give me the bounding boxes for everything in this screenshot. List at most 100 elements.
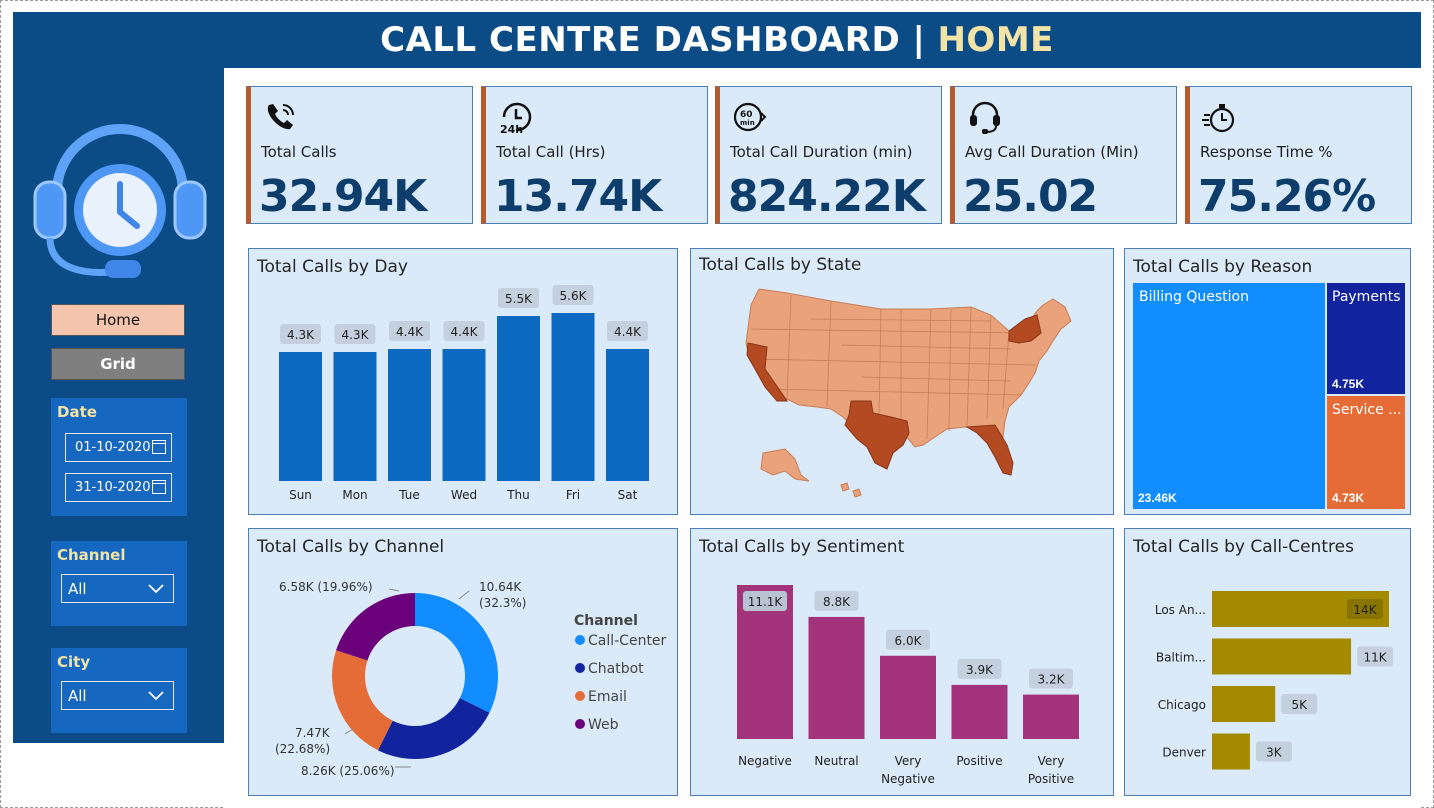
slice-chatbot[interactable] <box>377 698 490 759</box>
data-label: 5K <box>1291 698 1308 712</box>
kpi-value: 32.94K <box>259 171 427 222</box>
map-state-texas[interactable] <box>844 400 910 470</box>
slice-pct-label: (32.3%) <box>479 596 526 610</box>
bar-sat[interactable] <box>606 349 649 481</box>
x-tick-label: Thu <box>506 488 530 502</box>
start-date-value: 01-10-2020 <box>75 440 151 455</box>
data-label-bg <box>280 324 321 344</box>
start-date-input[interactable]: 01-10-2020 <box>65 433 172 462</box>
grid-button[interactable]: Grid <box>51 348 185 380</box>
treemap-label: Service ... <box>1332 402 1402 418</box>
x-tick-label: Neutral <box>814 754 858 768</box>
map-state-alaska[interactable] <box>760 448 810 482</box>
data-label: 3K <box>1266 746 1283 760</box>
treemap-payments[interactable]: Payments 4.75K <box>1327 283 1405 394</box>
data-label-bg <box>814 590 859 611</box>
bar-sun[interactable] <box>279 352 322 481</box>
end-date-value: 31-10-2020 <box>75 480 151 495</box>
map-state-florida[interactable] <box>965 424 1014 476</box>
treemap-label: Payments <box>1332 289 1401 305</box>
chart-title: Total Calls by Channel <box>257 537 445 557</box>
slice-email[interactable] <box>332 650 393 751</box>
end-date-input[interactable]: 31-10-2020 <box>65 473 172 502</box>
dashboard-header: CALL CENTRE DASHBOARD | HOME <box>13 12 1421 68</box>
x-tick-label: Positive <box>1028 772 1074 786</box>
bar-positive[interactable] <box>951 684 1008 739</box>
bar-fri[interactable] <box>551 313 595 481</box>
slice-value-label: 10.64K <box>479 580 522 594</box>
data-label-bg <box>1281 694 1318 714</box>
chart-title: Total Calls by Day <box>257 257 408 277</box>
data-label: 8.8K <box>823 595 851 609</box>
chart-card-calls-by-day: Total Calls by Day 4.3K Sun 4.3K Mon 4.4K Tue… <box>248 248 678 515</box>
svg-text:60: 60 <box>740 110 753 120</box>
channel-dropdown-value: All <box>68 579 87 598</box>
leader-line <box>344 728 354 735</box>
data-label: 5.5K <box>505 292 533 306</box>
channel-dropdown[interactable]: All <box>61 574 174 603</box>
treemap-service[interactable]: Service ... 4.73K <box>1327 396 1405 509</box>
data-label: 11.1K <box>748 595 784 609</box>
data-label-bg <box>1029 668 1073 689</box>
bar-thu[interactable] <box>497 316 540 481</box>
map-state-new-york[interactable] <box>1008 314 1042 344</box>
us-states-map[interactable] <box>691 249 1113 514</box>
legend-marker[interactable] <box>575 719 585 729</box>
data-label-bg <box>1255 741 1292 762</box>
bar-very-negative[interactable] <box>880 655 936 739</box>
city-dropdown-value: All <box>68 686 87 705</box>
data-label-bg <box>1357 646 1394 667</box>
legend-entry[interactable]: Email <box>588 689 627 705</box>
legend-marker[interactable] <box>575 691 585 701</box>
x-tick-label: Positive <box>956 754 1002 768</box>
data-label-bg <box>1347 599 1383 619</box>
city-dropdown[interactable]: All <box>61 681 174 710</box>
calendar-icon[interactable] <box>152 480 166 494</box>
slice-web[interactable] <box>336 593 415 661</box>
calls-by-channel-chart: 10.64K (32.3%) 8.26K (25.06%) 7.47K (22.68%)… <box>275 580 667 778</box>
bar-mon[interactable] <box>333 352 377 481</box>
treemap-value: 4.75K <box>1332 377 1365 391</box>
data-label-bg <box>886 629 930 650</box>
x-tick-label: Fri <box>566 488 580 502</box>
bar-neutral[interactable] <box>808 616 865 739</box>
dashboard-title: CALL CENTRE DASHBOARD | <box>380 20 926 60</box>
bar-callcentre[interactable] <box>1212 733 1250 770</box>
x-tick-label: Mon <box>342 488 367 502</box>
chevron-down-icon[interactable] <box>147 689 165 701</box>
home-button[interactable]: Home <box>51 304 185 336</box>
map-state-hawaii[interactable] <box>840 482 862 498</box>
legend-marker[interactable] <box>575 663 585 673</box>
legend-entry[interactable]: Call-Center <box>588 633 667 649</box>
legend-entry[interactable]: Web <box>588 717 619 733</box>
calendar-icon[interactable] <box>152 440 166 454</box>
bar-very-positive[interactable] <box>1023 694 1079 739</box>
chevron-down-icon[interactable] <box>147 582 165 594</box>
call-centre-headset-clock-icon <box>33 124 207 278</box>
kpi-label: Total Call (Hrs) <box>496 143 606 161</box>
treemap-billing-question[interactable]: Billing Question 23.46K <box>1133 283 1325 509</box>
data-label-bg <box>334 324 376 344</box>
data-label-bg <box>552 285 594 305</box>
data-label: 11K <box>1364 651 1388 665</box>
bar-callcentre[interactable] <box>1212 686 1276 722</box>
kpi-label: Total Call Duration (min) <box>730 143 913 161</box>
slice-call-center[interactable] <box>415 593 498 713</box>
bar-callcentre[interactable] <box>1212 638 1352 675</box>
legend-entry[interactable]: Chatbot <box>588 661 644 677</box>
data-label-bg <box>498 288 539 308</box>
kpi-card-total-call-duration: 60 min Total Call Duration (min) 824.22K <box>715 86 942 224</box>
bar-tue[interactable] <box>388 349 431 481</box>
kpi-label: Total Calls <box>261 143 337 161</box>
map-state-california[interactable] <box>746 342 788 402</box>
slice-pct-label: (22.68%) <box>275 742 330 756</box>
legend-marker[interactable] <box>575 635 585 645</box>
slice-value-label: 7.47K <box>295 726 331 740</box>
bar-wed[interactable] <box>442 349 486 481</box>
calls-by-day-chart: 4.3K Sun 4.3K Mon 4.4K Tue 4.4K Wed 5.5K Thu 5.6K F… <box>279 285 649 502</box>
data-label: 4.4K <box>396 325 424 339</box>
data-label: 4.3K <box>287 328 315 342</box>
kpi-card-total-call-hrs: 24h Total Call (Hrs) 13.74K <box>481 86 708 224</box>
y-tick-label: Denver <box>1162 746 1206 760</box>
